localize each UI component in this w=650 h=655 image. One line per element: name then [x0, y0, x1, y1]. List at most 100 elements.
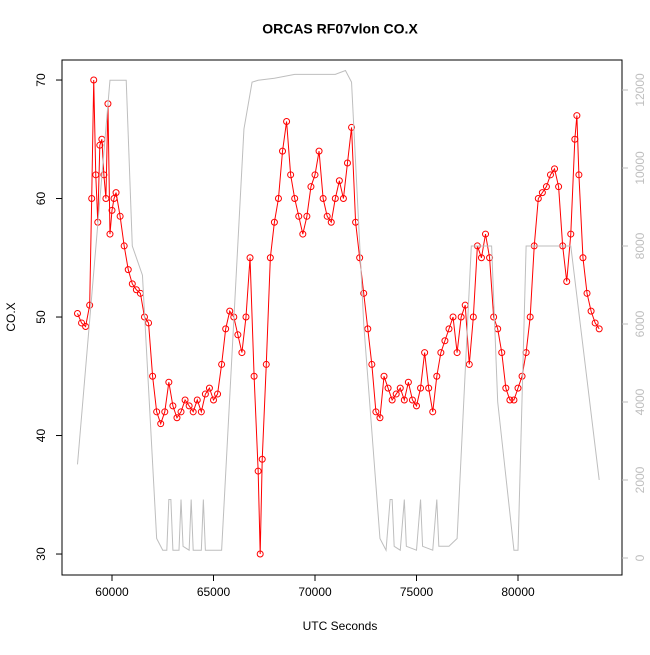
data-point: [571, 135, 579, 143]
data-point: [388, 396, 396, 404]
data-point: [210, 396, 218, 404]
data-point: [291, 195, 299, 203]
data-point: [408, 396, 416, 404]
data-point: [404, 378, 412, 386]
y2-tick-label: 8000: [633, 232, 647, 259]
data-point: [526, 313, 534, 321]
data-point: [384, 384, 392, 392]
data-point: [169, 402, 177, 410]
data-point: [392, 390, 400, 398]
y-tick-label: 70: [34, 73, 48, 87]
y2-tick-label: 10000: [633, 151, 647, 185]
data-point: [214, 390, 222, 398]
data-point: [78, 319, 86, 327]
data-point: [161, 408, 169, 416]
data-point: [364, 325, 372, 333]
data-point: [311, 171, 319, 179]
data-point: [106, 230, 114, 238]
data-point: [295, 212, 303, 220]
data-point: [250, 372, 258, 380]
data-point: [128, 280, 136, 288]
data-point: [445, 325, 453, 333]
y2-tick-label: 2000: [633, 466, 647, 493]
x-tick-label: 60000: [95, 585, 129, 599]
data-point: [73, 309, 81, 317]
data-point: [400, 396, 408, 404]
data-point: [299, 230, 307, 238]
data-point: [376, 414, 384, 422]
data-point: [323, 212, 331, 220]
data-point: [256, 550, 264, 558]
data-point: [193, 396, 201, 404]
y2-tick-label: 4000: [633, 388, 647, 415]
x-tick-label: 70000: [298, 585, 332, 599]
data-point: [262, 360, 270, 368]
data-point: [542, 183, 550, 191]
y-tick-label: 60: [34, 192, 48, 206]
data-point: [469, 313, 477, 321]
data-point: [222, 325, 230, 333]
data-point: [421, 349, 429, 357]
data-point: [189, 408, 197, 416]
data-point: [112, 189, 120, 197]
data-point: [153, 408, 161, 416]
data-point: [88, 195, 96, 203]
data-point: [502, 384, 510, 392]
data-point: [145, 319, 153, 327]
data-point: [587, 307, 595, 315]
data-point: [110, 195, 118, 203]
data-point: [246, 254, 254, 262]
x-tick-label: 80000: [501, 585, 535, 599]
data-point: [90, 76, 98, 84]
data-point: [538, 189, 546, 197]
x-tick-label: 65000: [197, 585, 231, 599]
data-point: [555, 183, 563, 191]
data-point: [486, 254, 494, 262]
data-point: [331, 195, 339, 203]
data-point: [279, 147, 287, 155]
data-point: [546, 171, 554, 179]
data-point: [270, 218, 278, 226]
data-point: [242, 313, 250, 321]
data-point: [579, 254, 587, 262]
data-point: [437, 349, 445, 357]
data-point: [254, 467, 262, 475]
y2-tick-label: 0: [633, 554, 647, 561]
data-point: [457, 313, 465, 321]
data-point: [82, 323, 90, 331]
data-point: [157, 420, 165, 428]
data-point: [339, 195, 347, 203]
data-point: [132, 286, 140, 294]
data-point: [238, 349, 246, 357]
y-tick-label: 50: [34, 310, 48, 324]
data-point: [482, 230, 490, 238]
data-point: [413, 402, 421, 410]
data-point: [165, 378, 173, 386]
x-tick-label: 75000: [400, 585, 434, 599]
y2-tick-label: 12000: [633, 73, 647, 107]
data-point: [185, 402, 193, 410]
y-tick-label: 40: [34, 429, 48, 443]
data-point: [551, 165, 559, 173]
series-line: [77, 80, 600, 555]
data-point: [583, 289, 591, 297]
data-point: [368, 360, 376, 368]
data-point: [116, 212, 124, 220]
data-point: [177, 408, 185, 416]
data-point: [108, 206, 116, 214]
data-point: [343, 159, 351, 167]
data-point: [360, 289, 368, 297]
data-point: [498, 349, 506, 357]
data-point: [303, 212, 311, 220]
data-point: [307, 183, 315, 191]
plot-frame: [61, 59, 623, 576]
data-point: [591, 319, 599, 327]
data-point: [92, 171, 100, 179]
data-point: [417, 384, 425, 392]
data-point: [563, 277, 571, 285]
data-point: [102, 195, 110, 203]
data-point: [86, 301, 94, 309]
data-point: [477, 254, 485, 262]
chart-title: ORCAS RF07vlon CO.X: [262, 21, 418, 37]
